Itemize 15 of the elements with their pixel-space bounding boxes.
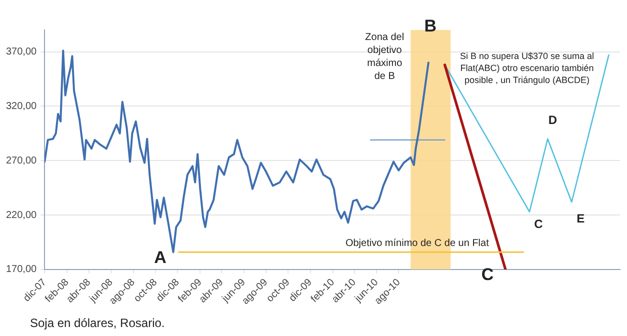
y-tick-label: 270,00 [6,155,38,166]
annotation: C [534,217,544,232]
y-tick-label: 220,00 [6,210,38,221]
annotation: Objetivo mínimo de C de un Flat [345,238,490,249]
y-tick-label: 170,00 [6,264,38,276]
band-label: Zona del objetivo máximo de B [365,32,404,82]
text: Soja en dólares, Rosario. [30,316,165,330]
annotation: A [154,248,166,267]
annotation: E [576,211,585,226]
annotation: D [548,113,558,128]
y-tick-label: 370,00 [6,46,38,58]
y-tick-label: 320,00 [6,100,38,112]
annotation: C [481,265,494,284]
annotation: Si B no supera U$370 se suma al Flat(ABC) otro escenario también posible , un Triángulo (ABCDE) [458,50,596,86]
annotation: B [424,16,437,36]
